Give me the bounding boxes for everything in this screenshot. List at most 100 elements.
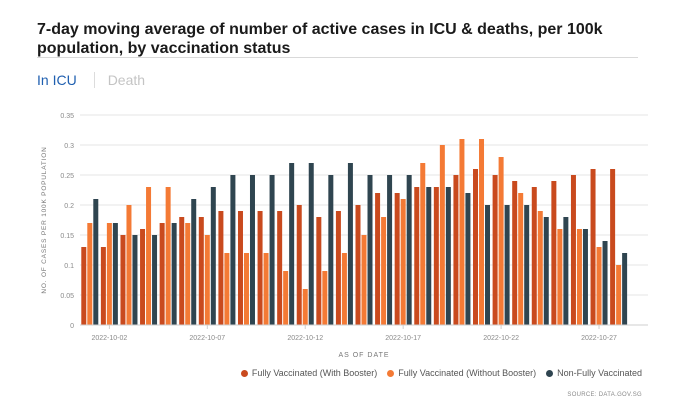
legend-label-booster: Fully Vaccinated (With Booster) — [251, 368, 378, 378]
bar — [347, 163, 353, 325]
bar — [165, 187, 171, 325]
bar — [191, 199, 197, 325]
title-divider — [37, 57, 638, 58]
legend-label-non-vaccinated: Non-Fully Vaccinated — [557, 368, 642, 378]
y-tick-label: 0.25 — [60, 173, 74, 180]
bar — [335, 211, 341, 325]
bar — [400, 199, 406, 325]
x-tick-label: 2022-10-27 — [581, 335, 617, 342]
bar — [426, 187, 432, 325]
bar — [479, 139, 485, 325]
chart-title: 7-day moving average of number of active… — [37, 21, 603, 57]
bar — [224, 253, 230, 325]
bar — [296, 205, 302, 325]
bar — [302, 289, 308, 325]
bar — [277, 211, 283, 325]
tab-in-icu[interactable]: In ICU — [37, 72, 77, 88]
bar — [551, 181, 557, 325]
tab-divider — [93, 72, 95, 88]
bar — [249, 175, 255, 325]
bar — [100, 247, 106, 325]
bar — [132, 235, 138, 325]
legend-swatch-non-vaccinated — [546, 369, 554, 377]
bar — [406, 175, 412, 325]
bar — [218, 211, 224, 325]
bar — [87, 223, 93, 325]
x-axis-title: AS OF DATE — [338, 352, 389, 359]
bar — [328, 175, 334, 325]
bar — [152, 235, 158, 325]
bar — [198, 217, 204, 325]
bar — [433, 187, 439, 325]
y-tick-label: 0 — [70, 323, 74, 330]
bar — [269, 175, 275, 325]
bar — [257, 211, 263, 325]
bar — [171, 223, 177, 325]
bar — [596, 247, 602, 325]
x-tick-label: 2022-10-12 — [287, 335, 323, 342]
bar — [367, 175, 373, 325]
bar — [140, 229, 146, 325]
bar — [485, 205, 491, 325]
bar — [453, 175, 459, 325]
x-tick-label: 2022-10-07 — [189, 335, 225, 342]
legend-item-without-booster[interactable]: Fully Vaccinated (Without Booster) — [387, 368, 536, 378]
legend-item-non-vaccinated[interactable]: Non-Fully Vaccinated — [546, 368, 642, 378]
bar — [341, 253, 347, 325]
y-tick-label: 0.15 — [60, 233, 74, 240]
bar — [537, 211, 543, 325]
bar — [289, 163, 295, 325]
x-tick-label: 2022-10-17 — [385, 335, 421, 342]
chart-legend: Fully Vaccinated (With Booster) Fully Va… — [231, 368, 642, 378]
legend-item-booster[interactable]: Fully Vaccinated (With Booster) — [240, 368, 378, 378]
bar — [590, 169, 596, 325]
bar — [230, 175, 236, 325]
bar — [524, 205, 530, 325]
bar — [543, 217, 549, 325]
bar — [563, 217, 569, 325]
bar — [361, 235, 367, 325]
bar — [375, 193, 381, 325]
bar — [146, 187, 152, 325]
bar — [465, 193, 471, 325]
bar — [498, 157, 504, 325]
bar — [420, 163, 426, 325]
bar — [159, 223, 165, 325]
bar — [204, 235, 210, 325]
bar — [459, 139, 465, 325]
bar — [210, 187, 216, 325]
bar — [316, 217, 322, 325]
bar — [381, 217, 387, 325]
bar — [602, 241, 608, 325]
x-tick-label: 2022-10-22 — [483, 335, 519, 342]
view-tabs: In ICU Death — [37, 70, 145, 90]
bar — [504, 205, 510, 325]
bar — [308, 163, 314, 325]
tab-death[interactable]: Death — [107, 72, 146, 88]
bar — [237, 211, 243, 325]
bar — [243, 253, 249, 325]
y-tick-label: 0.05 — [60, 293, 74, 300]
bar — [120, 235, 126, 325]
bar — [414, 187, 420, 325]
bar — [93, 199, 99, 325]
bar — [126, 205, 132, 325]
bar — [394, 193, 400, 325]
bar — [570, 175, 576, 325]
legend-swatch-without-booster — [387, 369, 395, 377]
bar — [512, 181, 518, 325]
bar — [445, 187, 451, 325]
bar — [576, 229, 582, 325]
y-tick-label: 0.35 — [60, 113, 74, 120]
bar — [81, 247, 87, 325]
bar — [355, 205, 361, 325]
source-note: SOURCE: DATA.GOV.SG — [567, 392, 642, 398]
bar — [610, 169, 616, 325]
bar — [473, 169, 479, 325]
y-tick-label: 0.2 — [64, 203, 74, 210]
bar — [518, 193, 524, 325]
legend-label-without-booster: Fully Vaccinated (Without Booster) — [398, 368, 537, 378]
bar — [616, 265, 622, 325]
bar — [112, 223, 118, 325]
